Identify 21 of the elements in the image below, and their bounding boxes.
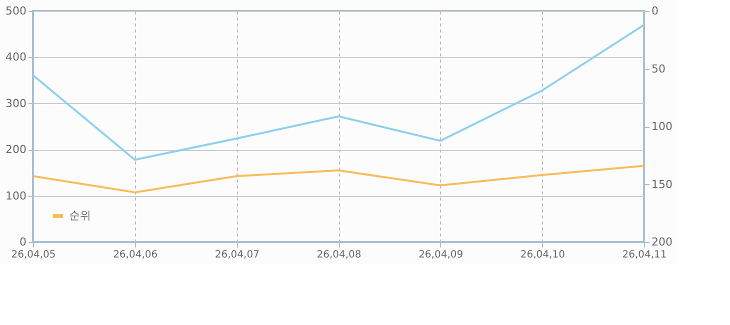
y-tick-label: 100	[6, 189, 26, 202]
x-tick-label: 26,04,06	[113, 250, 158, 260]
y2-tick-label: 0	[652, 4, 658, 18]
line-series	[32, 164, 645, 194]
y2-tick-label: 150	[652, 178, 672, 191]
y-tick-label: 500	[6, 4, 26, 18]
y-tick-label: 400	[6, 50, 26, 64]
x-tick-label: 26,04,09	[418, 250, 464, 260]
y-tick-label: 0	[20, 236, 26, 248]
x-tick-label: 26,04,11	[622, 250, 667, 260]
x-tick-label: 26,04,07	[214, 250, 260, 260]
y2-tick-label: 50	[652, 62, 666, 76]
legend-label: 순위	[69, 209, 91, 222]
x-tick-label: 26,04,08	[316, 250, 362, 260]
y2-tick-label: 200	[652, 236, 672, 248]
y2-tick-label: 100	[652, 120, 672, 133]
x-tick-label: 26,04,10	[520, 250, 565, 260]
x-tick-label: 26,04,05	[11, 250, 56, 260]
y-tick-label: 200	[6, 143, 26, 156]
y-tick-label: 300	[6, 96, 26, 110]
line-series	[32, 24, 645, 161]
